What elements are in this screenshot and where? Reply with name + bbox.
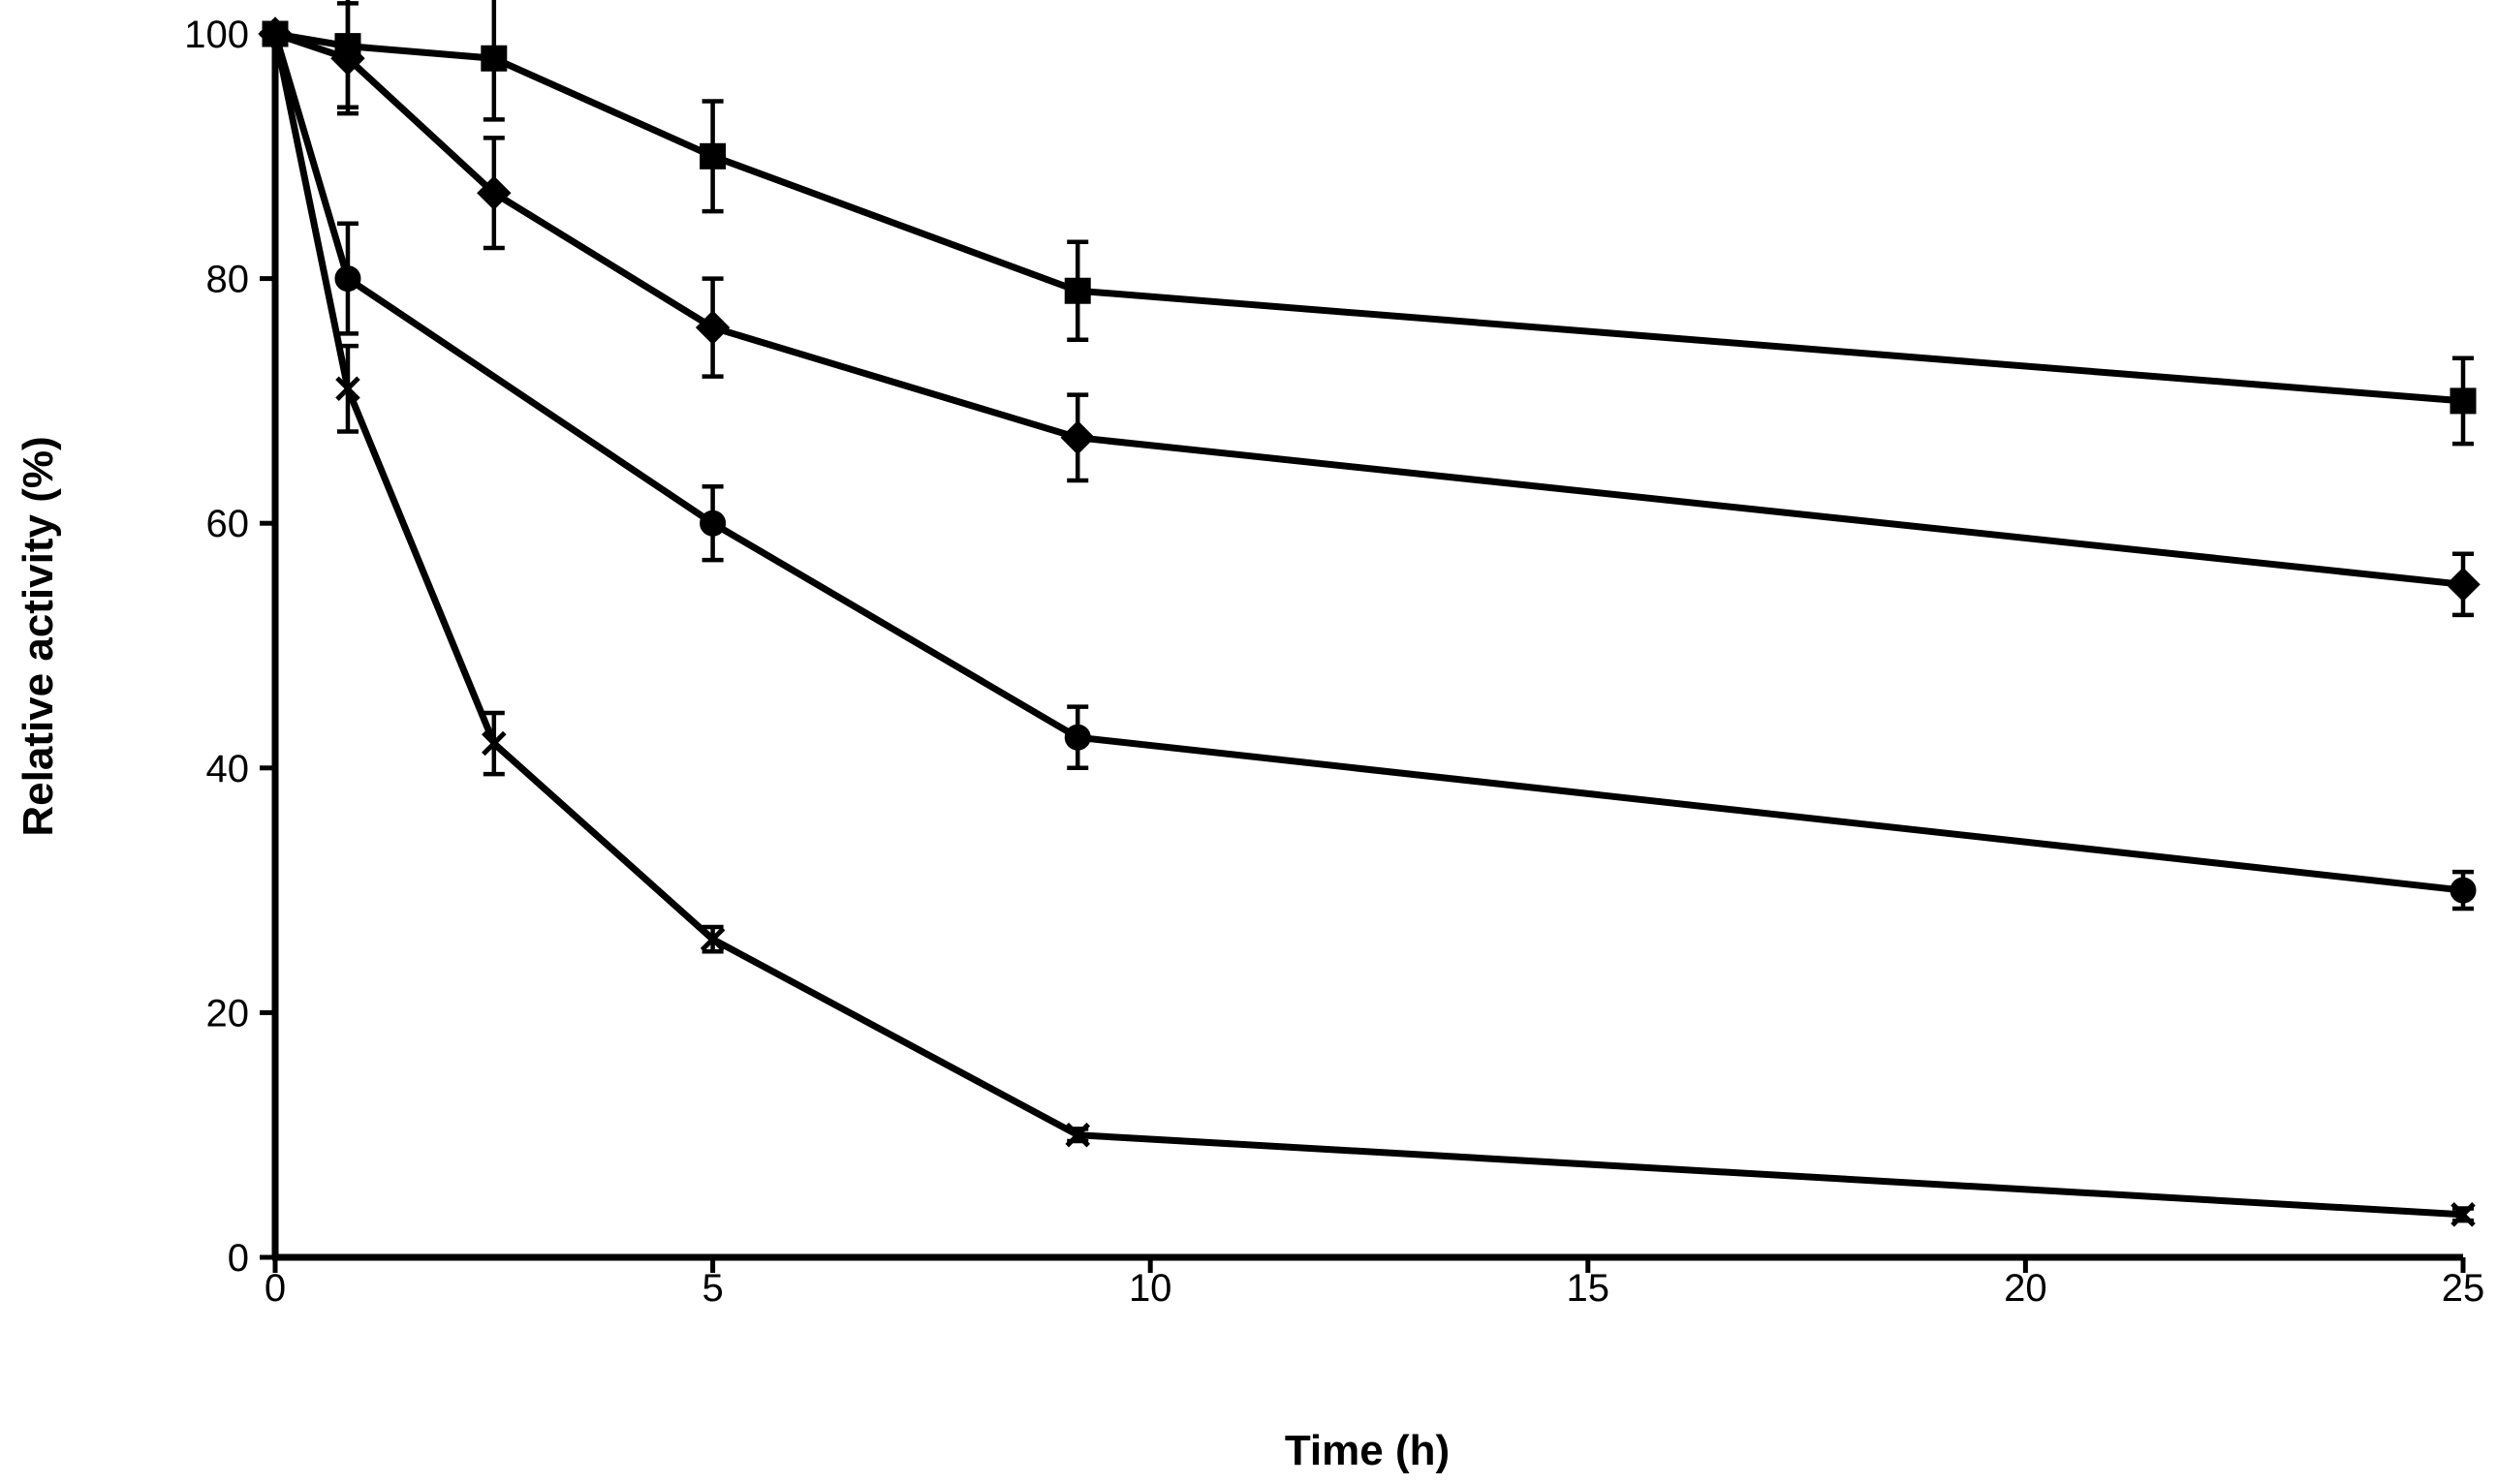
point-diamond-3	[695, 310, 731, 345]
x-tick-label-2: 10	[1129, 1267, 1172, 1310]
axes-layer	[271, 34, 2463, 1261]
point-cross-4	[1065, 1122, 1090, 1148]
ticks-layer: 0 5 10 15 20 25 0 20 40 60 80 100	[184, 14, 2484, 1310]
y-tick-label-3: 60	[206, 503, 250, 545]
point-diamond-2	[477, 175, 512, 210]
series-line-diamond	[273, 30, 2464, 588]
series-square	[262, 0, 2477, 447]
point-circle-4	[1064, 724, 1091, 751]
x-tick-label-1: 5	[702, 1267, 723, 1310]
series-layer	[258, 0, 2481, 1227]
y-tick-label-1: 20	[206, 992, 250, 1035]
x-tick-label-3: 15	[1567, 1267, 1610, 1310]
point-square-2	[481, 45, 508, 72]
point-cross-1	[335, 376, 360, 402]
series-line-circle	[271, 33, 2464, 894]
series-cross	[263, 21, 2476, 1227]
y-tick-label-5: 100	[184, 14, 249, 56]
point-circle-1	[334, 265, 361, 293]
point-circle-3	[700, 510, 727, 537]
point-cross-3	[700, 926, 726, 952]
series-line-cross	[271, 33, 2464, 1219]
y-tick-label-4: 80	[206, 259, 250, 301]
point-diamond-1	[330, 41, 365, 76]
y-tick-label-2: 40	[206, 748, 250, 790]
point-cross-2	[482, 730, 507, 757]
x-tick-label-4: 20	[2004, 1267, 2047, 1310]
series-diamond	[258, 1, 2481, 618]
x-tick-label-5: 25	[2442, 1267, 2485, 1310]
point-cross-5	[2450, 1202, 2476, 1227]
x-axis-title: Time (h)	[1285, 1427, 1450, 1474]
point-diamond-4	[1060, 420, 1095, 455]
point-square-5	[2450, 387, 2477, 415]
series-circle	[262, 20, 2477, 912]
y-axis-title: Relative activity (%)	[15, 436, 62, 836]
series-line-square	[274, 30, 2464, 405]
point-diamond-5	[2446, 567, 2481, 603]
x-tick-label-0: 0	[265, 1267, 286, 1310]
y-tick-label-0: 0	[228, 1237, 249, 1280]
point-square-4	[1064, 277, 1091, 304]
point-square-3	[700, 142, 727, 170]
point-circle-5	[2450, 877, 2477, 904]
